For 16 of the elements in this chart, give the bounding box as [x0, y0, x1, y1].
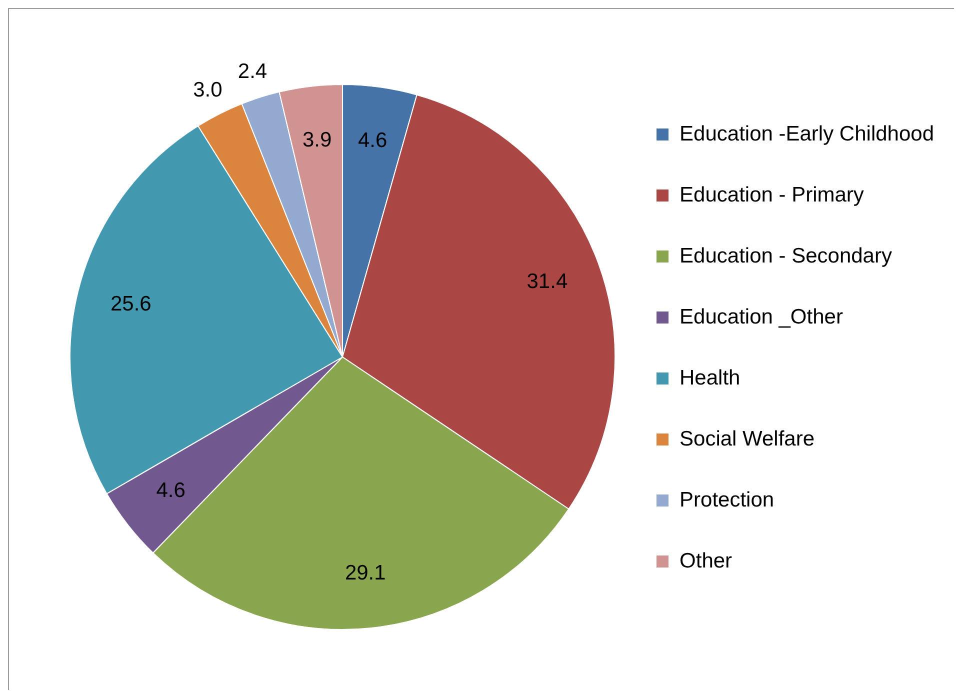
- data-label: 4.6: [156, 479, 186, 502]
- legend-label: Education -Early Childhood: [680, 122, 934, 146]
- legend-label: Health: [680, 366, 740, 390]
- legend-label: Social Welfare: [680, 427, 815, 450]
- data-label: 4.6: [358, 128, 388, 152]
- legend-label: Education - Secondary: [680, 244, 892, 268]
- data-label: 2.4: [238, 60, 268, 84]
- legend-label: Education _Other: [680, 305, 843, 328]
- legend-label: Education - Primary: [680, 183, 864, 206]
- data-label: 3.9: [302, 128, 332, 152]
- legend-label: Other: [680, 549, 732, 572]
- data-label: 29.1: [344, 562, 386, 585]
- data-label: 3.0: [193, 78, 222, 102]
- legend-label: Protection: [680, 488, 774, 512]
- data-label: 31.4: [526, 270, 568, 293]
- data-label: 25.6: [110, 292, 152, 316]
